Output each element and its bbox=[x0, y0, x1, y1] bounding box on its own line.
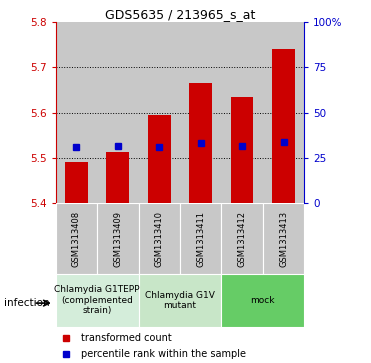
Text: GSM1313409: GSM1313409 bbox=[113, 211, 122, 267]
Bar bbox=[56, 203, 97, 274]
Text: Chlamydia G1V
mutant: Chlamydia G1V mutant bbox=[145, 291, 215, 310]
Bar bbox=[180, 203, 221, 274]
Bar bbox=[263, 22, 304, 203]
Bar bbox=[148, 115, 171, 203]
Bar bbox=[221, 22, 263, 203]
Bar bbox=[56, 274, 138, 327]
Text: percentile rank within the sample: percentile rank within the sample bbox=[81, 349, 246, 359]
Bar bbox=[97, 203, 138, 274]
Bar bbox=[138, 22, 180, 203]
Text: GSM1313413: GSM1313413 bbox=[279, 211, 288, 267]
Bar bbox=[106, 152, 129, 203]
Bar bbox=[56, 22, 97, 203]
Bar bbox=[231, 97, 253, 203]
Bar bbox=[138, 274, 221, 327]
Text: GSM1313412: GSM1313412 bbox=[237, 211, 247, 267]
Text: GSM1313410: GSM1313410 bbox=[155, 211, 164, 267]
Bar bbox=[263, 203, 304, 274]
Text: GSM1313408: GSM1313408 bbox=[72, 211, 81, 267]
Bar bbox=[97, 22, 138, 203]
Bar bbox=[189, 83, 212, 203]
Bar bbox=[65, 163, 88, 203]
Text: Chlamydia G1TEPP
(complemented
strain): Chlamydia G1TEPP (complemented strain) bbox=[54, 285, 140, 315]
Bar bbox=[272, 49, 295, 203]
Bar bbox=[138, 203, 180, 274]
Bar bbox=[221, 274, 304, 327]
Text: transformed count: transformed count bbox=[81, 333, 171, 343]
Bar bbox=[180, 22, 221, 203]
Text: infection: infection bbox=[4, 298, 49, 308]
Text: GSM1313411: GSM1313411 bbox=[196, 211, 205, 267]
Title: GDS5635 / 213965_s_at: GDS5635 / 213965_s_at bbox=[105, 8, 255, 21]
Bar bbox=[221, 203, 263, 274]
Text: mock: mock bbox=[250, 296, 275, 305]
